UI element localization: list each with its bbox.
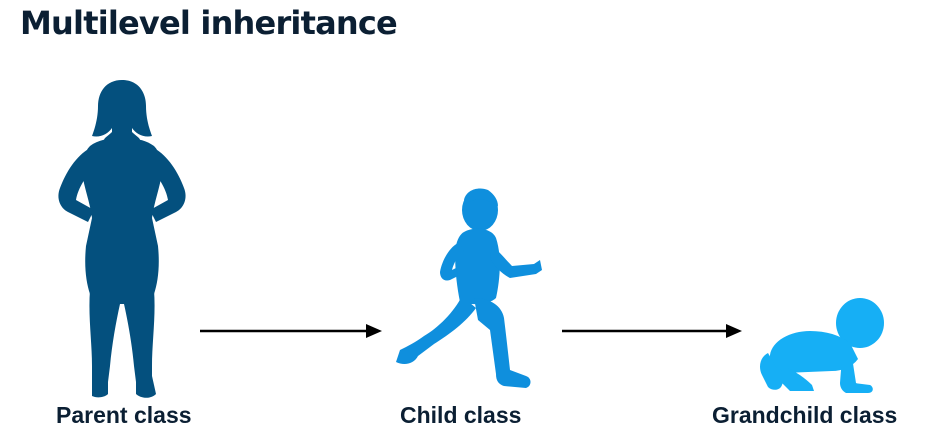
- crawling-baby-icon: [754, 297, 886, 395]
- inheritance-arrow-1: [200, 321, 382, 341]
- inheritance-arrow-2: [562, 321, 742, 341]
- child-class-label: Child class: [400, 402, 522, 428]
- woman-silhouette-icon: [48, 76, 198, 400]
- running-child-icon: [394, 186, 546, 396]
- parent-class-label: Parent class: [56, 402, 192, 428]
- diagram-title: Multilevel inheritance: [20, 4, 398, 42]
- grandchild-class-label: Grandchild class: [712, 402, 898, 428]
